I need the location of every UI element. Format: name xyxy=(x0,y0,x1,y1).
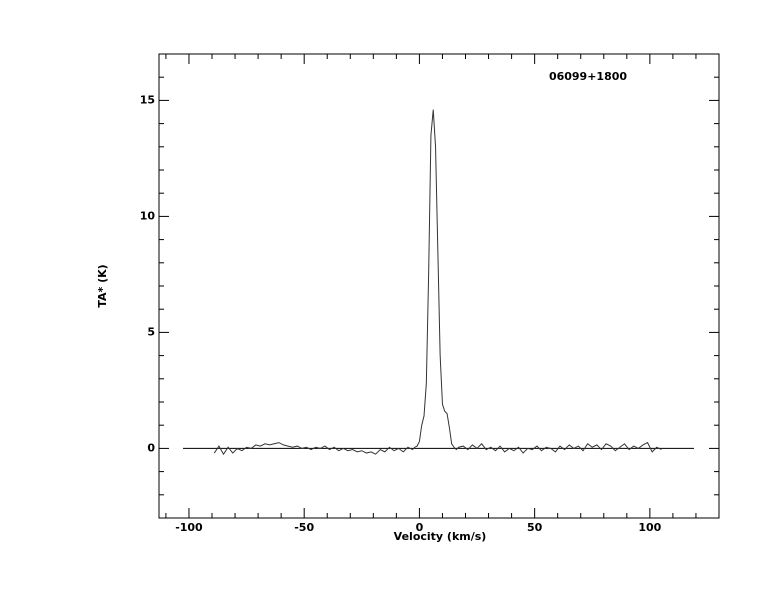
spectrum-line xyxy=(213,109,662,456)
x-tick-label: -100 xyxy=(175,521,203,534)
y-tick-label: 15 xyxy=(140,93,155,106)
x-tick-label: 50 xyxy=(527,521,543,534)
x-tick-label: 0 xyxy=(416,521,424,534)
x-axis-label: Velocity (km/s) xyxy=(394,530,487,543)
x-tick-label: 100 xyxy=(638,521,661,534)
y-tick-label: 5 xyxy=(147,325,155,338)
y-tick-label: 0 xyxy=(147,441,155,454)
y-axis-label: TA* (K) xyxy=(96,264,109,307)
chart-title: 06099+1800 xyxy=(549,70,627,83)
x-tick-label: -50 xyxy=(294,521,314,534)
y-tick-label: 10 xyxy=(140,209,156,222)
